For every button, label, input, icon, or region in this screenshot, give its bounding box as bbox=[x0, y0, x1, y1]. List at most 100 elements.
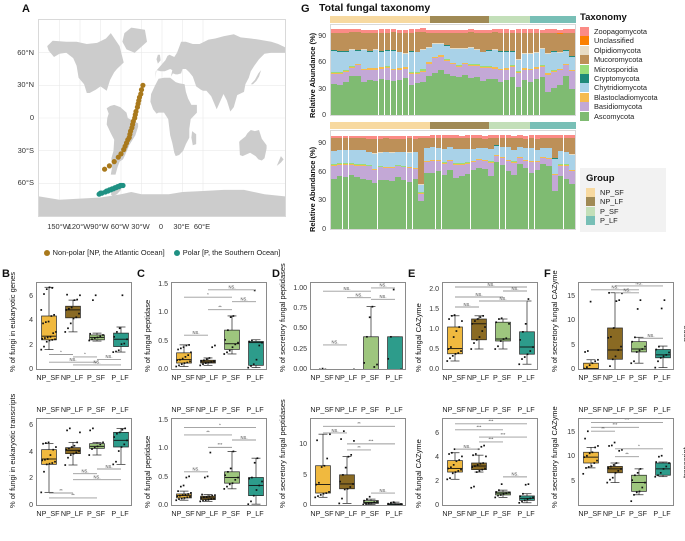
stacked-bar[interactable] bbox=[383, 131, 389, 229]
stacked-bar[interactable] bbox=[482, 131, 488, 229]
stacked-bar[interactable] bbox=[563, 131, 570, 229]
stacked-bar[interactable] bbox=[447, 131, 453, 229]
stacked-bar[interactable] bbox=[533, 25, 540, 115]
stacked-bar[interactable] bbox=[474, 25, 480, 115]
stacked-bar-segment bbox=[432, 73, 438, 115]
stacked-bar[interactable] bbox=[485, 25, 492, 115]
stacked-bar[interactable] bbox=[420, 25, 427, 115]
stacked-bar[interactable] bbox=[426, 25, 433, 115]
taxonomy-legend-item[interactable]: Cryptomycota bbox=[580, 73, 685, 83]
stacked-bar[interactable] bbox=[499, 131, 506, 229]
stacked-bar[interactable] bbox=[476, 131, 482, 229]
stacked-bar[interactable] bbox=[366, 25, 373, 115]
stacked-bar[interactable] bbox=[491, 25, 498, 115]
stacked-bar[interactable] bbox=[331, 25, 337, 115]
stacked-bar[interactable] bbox=[517, 131, 523, 229]
stacked-bar[interactable] bbox=[444, 25, 450, 115]
stacked-bar[interactable] bbox=[527, 25, 534, 115]
stacked-bar[interactable] bbox=[406, 131, 413, 229]
stacked-bar[interactable] bbox=[414, 25, 421, 115]
stacked-bar[interactable] bbox=[470, 131, 477, 229]
stacked-bar[interactable] bbox=[336, 131, 343, 229]
group-legend-item[interactable]: P_SF bbox=[586, 206, 660, 216]
stacked-bar[interactable] bbox=[438, 25, 444, 115]
stacked-bar[interactable] bbox=[480, 25, 486, 115]
taxonomy-legend-item[interactable]: Microsporidia bbox=[580, 64, 685, 74]
stacked-bar[interactable] bbox=[390, 25, 397, 115]
boxplot-xtick-np_sf: NP_SF bbox=[442, 373, 466, 382]
stacked-bar[interactable] bbox=[396, 25, 403, 115]
stacked-bar[interactable] bbox=[563, 25, 569, 115]
stacked-bar[interactable] bbox=[418, 131, 424, 229]
stacked-bar[interactable] bbox=[424, 131, 430, 229]
stacked-bar[interactable] bbox=[509, 25, 516, 115]
stacked-bar[interactable] bbox=[435, 131, 442, 229]
stacked-bar[interactable] bbox=[372, 25, 379, 115]
stacked-bar[interactable] bbox=[503, 25, 510, 115]
stacked-bar[interactable] bbox=[522, 131, 529, 229]
stacked-bar[interactable] bbox=[354, 131, 360, 229]
stacked-bar[interactable] bbox=[360, 131, 366, 229]
stacked-bar[interactable] bbox=[412, 131, 419, 229]
stacked-bar[interactable] bbox=[515, 25, 522, 115]
stacked-bar[interactable] bbox=[360, 25, 367, 115]
taxonomy-legend-item[interactable]: Chytridiomycota bbox=[580, 83, 685, 93]
stacked-bar[interactable] bbox=[459, 131, 465, 229]
stacked-bar[interactable] bbox=[349, 25, 355, 115]
stacked-bar[interactable] bbox=[331, 131, 337, 229]
stacked-bar[interactable] bbox=[539, 25, 546, 115]
stacked-bar[interactable] bbox=[429, 131, 436, 229]
stacked-bar[interactable] bbox=[441, 131, 448, 229]
stacked-bar[interactable] bbox=[400, 131, 407, 229]
stacked-bar-segment bbox=[491, 79, 498, 115]
stacked-bar[interactable] bbox=[395, 131, 401, 229]
taxonomy-legend-item[interactable]: Ascomycota bbox=[580, 111, 685, 121]
stacked-bar[interactable] bbox=[402, 25, 409, 115]
group-legend-item[interactable]: NP_LF bbox=[586, 197, 660, 207]
stacked-bar[interactable] bbox=[450, 25, 456, 115]
stacked-bar[interactable] bbox=[488, 131, 494, 229]
stacked-bar[interactable] bbox=[545, 25, 552, 115]
stacked-bar[interactable] bbox=[389, 131, 395, 229]
stacked-bar[interactable] bbox=[337, 25, 343, 115]
stacked-bar[interactable] bbox=[384, 25, 391, 115]
stacked-bar[interactable] bbox=[371, 131, 378, 229]
stacked-bar[interactable] bbox=[342, 131, 349, 229]
stacked-bar[interactable] bbox=[468, 25, 474, 115]
taxonomy-legend-item[interactable]: Unclassified bbox=[580, 36, 685, 46]
stacked-bar[interactable] bbox=[343, 25, 349, 115]
stacked-bar[interactable] bbox=[557, 25, 563, 115]
stacked-bar[interactable] bbox=[493, 131, 500, 229]
stacked-bar[interactable] bbox=[354, 25, 361, 115]
stacked-bar[interactable] bbox=[453, 131, 459, 229]
stacked-bar[interactable] bbox=[377, 131, 384, 229]
stacked-bar[interactable] bbox=[366, 131, 372, 229]
stacked-bar[interactable] bbox=[552, 131, 558, 229]
group-legend-item[interactable]: P_LF bbox=[586, 216, 660, 226]
taxonomy-legend-item[interactable]: Mucoromycota bbox=[580, 55, 685, 65]
stacked-bar[interactable] bbox=[464, 131, 471, 229]
stacked-bar[interactable] bbox=[569, 131, 575, 229]
stacked-bar[interactable] bbox=[511, 131, 517, 229]
stacked-bar[interactable] bbox=[546, 131, 552, 229]
stacked-bar[interactable] bbox=[569, 25, 575, 115]
stacked-bar[interactable] bbox=[348, 131, 355, 229]
stacked-bar[interactable] bbox=[557, 131, 564, 229]
stacked-bar[interactable] bbox=[456, 25, 462, 115]
stacked-bar[interactable] bbox=[521, 25, 528, 115]
stacked-bar[interactable] bbox=[432, 25, 438, 115]
stacked-bar[interactable] bbox=[540, 131, 546, 229]
stacked-bar[interactable] bbox=[378, 25, 385, 115]
stacked-bar[interactable] bbox=[462, 25, 468, 115]
stacked-bar[interactable] bbox=[551, 25, 558, 115]
stacked-bar[interactable] bbox=[497, 25, 504, 115]
stacked-bar[interactable] bbox=[408, 25, 415, 115]
stacked-bar[interactable] bbox=[528, 131, 535, 229]
taxonomy-legend-item[interactable]: Basidiomycota bbox=[580, 102, 685, 112]
taxonomy-legend-item[interactable]: Blastocladiomycota bbox=[580, 92, 685, 102]
stacked-bar[interactable] bbox=[505, 131, 512, 229]
taxonomy-legend-item[interactable]: Zoopagomycota bbox=[580, 27, 685, 36]
stacked-bar[interactable] bbox=[534, 131, 541, 229]
taxonomy-legend-item[interactable]: Olpidiomycota bbox=[580, 45, 685, 55]
group-legend-item[interactable]: NP_SF bbox=[586, 188, 660, 197]
